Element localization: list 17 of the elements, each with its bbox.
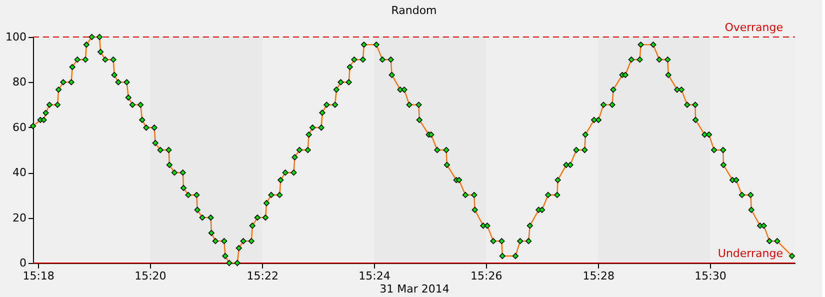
x-tick-label: 15:24 (358, 270, 390, 282)
y-tick-label: 40 (12, 166, 26, 180)
x-tick-label: 15:26 (470, 270, 502, 282)
y-tick-label: 0 (20, 256, 26, 270)
chart-title: Random (391, 4, 437, 17)
ref-line-label: Overrange (724, 21, 784, 34)
x-tick-label: 15:18 (22, 270, 54, 282)
x-tick-label: 15:20 (134, 270, 166, 282)
y-tick-label: 60 (12, 120, 26, 134)
x-axis-title: 31 Mar 2014 (380, 282, 450, 296)
y-tick-label: 80 (12, 76, 26, 89)
x-tick-label: 15:30 (694, 270, 726, 282)
y-tick-label: 100 (6, 30, 26, 44)
x-tick-label: 15:22 (246, 270, 278, 282)
y-tick-label: 20 (12, 211, 26, 224)
ref-line-label: Underrange (718, 247, 784, 260)
x-tick-label: 15:28 (582, 270, 614, 282)
